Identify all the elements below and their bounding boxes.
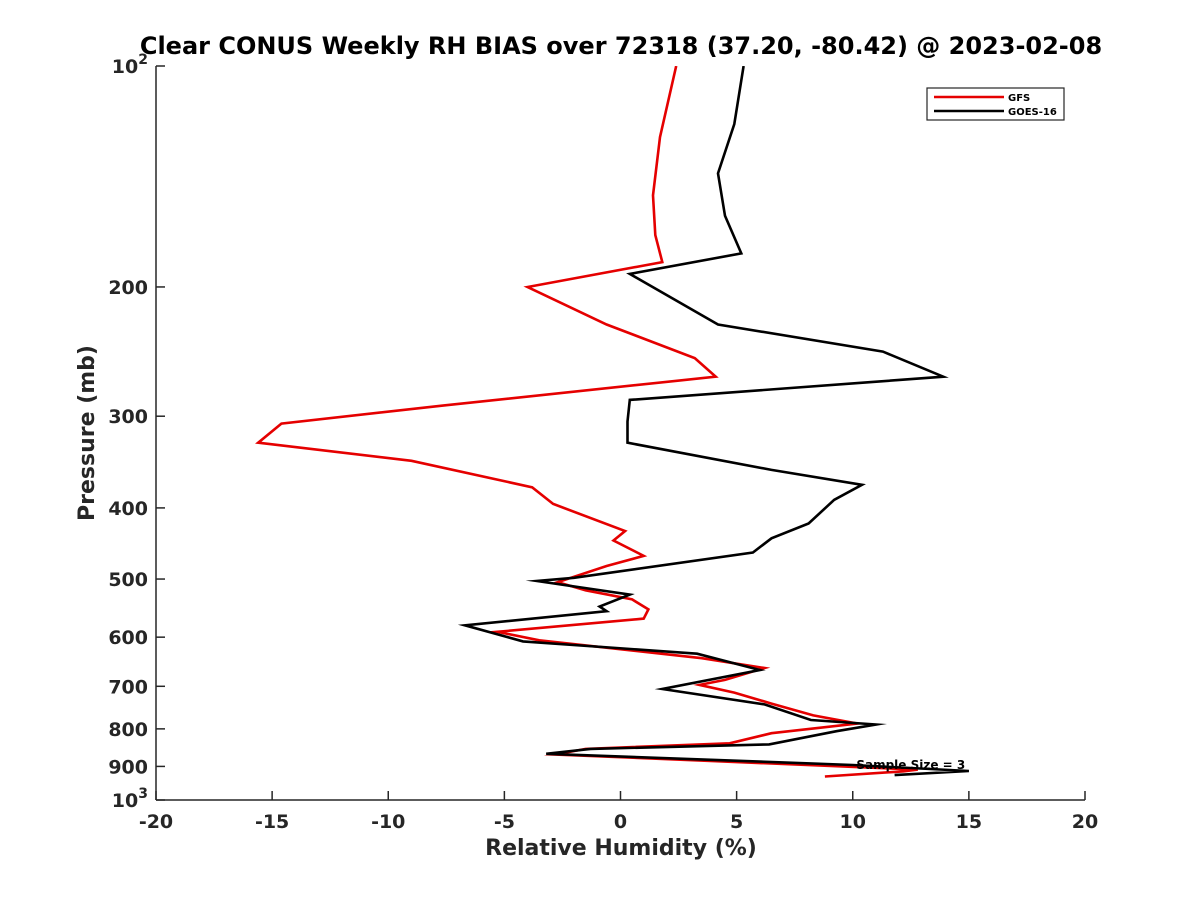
sample-size-annotation: Sample Size = 3 [856,758,965,772]
y-tick-label: 400 [108,498,148,520]
x-axis-label: Relative Humidity (%) [485,836,757,861]
y-tick-label: 300 [108,406,148,428]
x-tick-label: -15 [255,811,289,833]
x-tick-label: -5 [494,811,515,833]
y-tick-label: 200 [108,277,148,299]
y-tick-label: 103 [112,786,148,812]
y-tick-label: 700 [108,676,148,698]
x-tick-label: -10 [371,811,405,833]
y-tick-label: 900 [108,756,148,778]
x-ticks: -20 -15 -10 -5 0 5 10 15 20 [139,791,1098,833]
y-tick-label: 102 [112,52,148,78]
chart-title: Clear CONUS Weekly RH BIAS over 72318 (3… [140,32,1102,60]
y-tick-label: 800 [108,719,148,741]
series-group [255,66,969,778]
x-tick-label: 10 [840,811,866,833]
legend: GFS GOES-16 [926,87,1065,121]
series-line-goes-16 [457,66,969,777]
x-tick-label: 20 [1072,811,1098,833]
x-tick-label: 0 [614,811,627,833]
y-ticks: 102 200 300 400 500 600 700 800 900 103 [108,52,165,812]
plot-area: -20 -15 -10 -5 0 5 10 15 20 102 200 300 400 500 600 70… [108,52,1098,833]
x-tick-label: 5 [730,811,743,833]
x-tick-label: 15 [956,811,982,833]
legend-box [926,87,1065,121]
y-tick-label: 600 [108,627,148,649]
x-tick-label: -20 [139,811,173,833]
series-line-gfs [255,66,918,778]
y-axis-label: Pressure (mb) [75,345,100,521]
y-tick-label: 500 [108,569,148,591]
legend-label-gfs: GFS [1008,93,1030,104]
legend-label-goes-16: GOES-16 [1008,107,1057,118]
